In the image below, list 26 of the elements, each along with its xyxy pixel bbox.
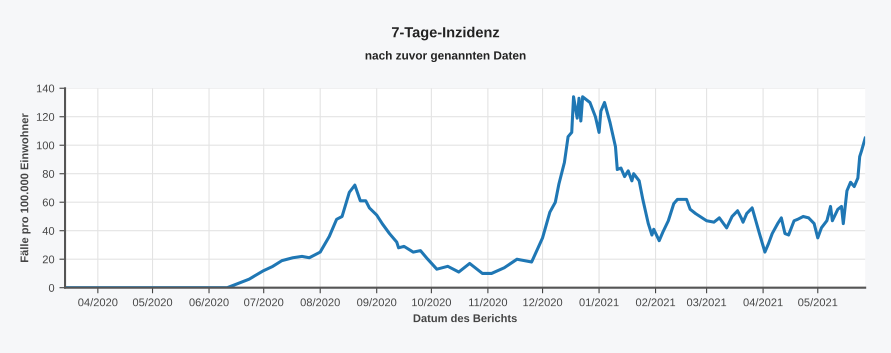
x-tick-label: 09/2020 <box>357 298 396 306</box>
y-tick-label: 20 <box>42 255 54 264</box>
y-tick-label: 80 <box>42 170 54 178</box>
x-tick-label: 01/2021 <box>579 298 619 306</box>
x-tick-label: 07/2020 <box>244 298 284 306</box>
y-tick-label: 140 <box>36 84 54 92</box>
x-tick-label: 04/2021 <box>743 298 783 306</box>
y-tick-label: 40 <box>42 226 54 235</box>
x-tick-label: 05/2021 <box>798 298 838 306</box>
x-tick-label: 02/2021 <box>636 298 676 306</box>
y-tick-label: 0 <box>48 284 54 292</box>
x-tick-label: 03/2021 <box>686 298 726 306</box>
y-axis-title: Fälle pro 100.000 Einwohner <box>20 113 31 262</box>
x-tick-label: 05/2020 <box>132 298 172 306</box>
x-tick-label: 04/2020 <box>78 298 118 306</box>
y-tick-label: 120 <box>36 113 54 121</box>
x-tick-label: 10/2020 <box>412 298 452 306</box>
chart-title: 7-Tage-Inzidenz <box>392 26 500 40</box>
x-axis-title: Datum des Berichts <box>414 314 517 322</box>
x-tick-label: 12/2020 <box>523 298 562 306</box>
x-tick-label: 11/2020 <box>469 298 508 306</box>
x-tick-label: 08/2020 <box>300 298 340 306</box>
chart-subtitle: nach zuvor genannten Daten <box>366 50 526 62</box>
y-tick-label: 60 <box>42 198 54 206</box>
x-tick-label: 06/2020 <box>189 298 229 306</box>
y-tick-label: 100 <box>36 142 54 150</box>
